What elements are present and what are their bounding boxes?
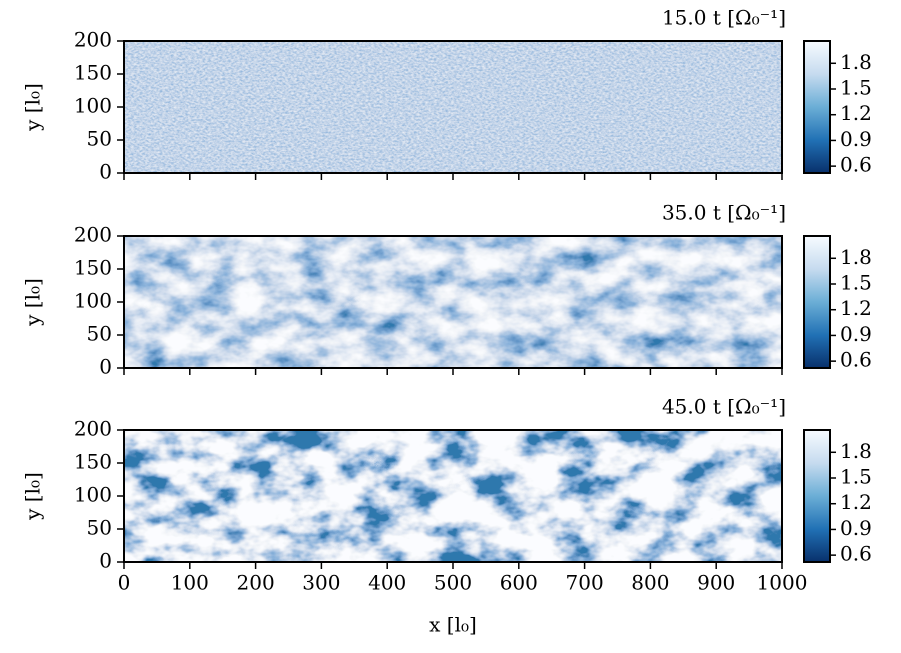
colorbar-tick-label: 1.2 [840, 490, 872, 514]
colorbar-tick-label: 1.8 [840, 50, 872, 74]
y-tick-label: 200 [74, 28, 112, 52]
y-tick-label: 150 [74, 61, 112, 85]
colorbar-tick-label: 1.5 [840, 465, 872, 489]
colorbar-tick-label: 1.8 [840, 439, 872, 463]
y-tick-label: 50 [87, 516, 112, 540]
colorbar-frame [803, 40, 831, 174]
colorbar-tick-label: 0.6 [840, 542, 872, 566]
y-tick-label: 200 [74, 417, 112, 441]
x-tick-label: 600 [500, 571, 538, 595]
y-tick-label: 50 [87, 322, 112, 346]
y-tick-label: 0 [99, 355, 112, 379]
y-tick-label: 150 [74, 256, 112, 280]
colorbar-frame [803, 235, 831, 369]
x-tick-label: 100 [171, 571, 209, 595]
colorbar-tick-label: 0.9 [840, 516, 872, 540]
colorbar [804, 236, 830, 368]
heatmap-field [124, 41, 782, 173]
panel-title: 45.0 t [Ω₀⁻¹] [662, 395, 786, 419]
y-tick-label: 200 [74, 223, 112, 247]
colorbar-tick-label: 0.9 [840, 127, 872, 151]
colorbar-tick-label: 1.2 [840, 101, 872, 125]
x-axis-label: x [l₀] [429, 613, 477, 637]
y-tick-label: 50 [87, 127, 112, 151]
colorbar [804, 41, 830, 173]
panel-title: 35.0 t [Ω₀⁻¹] [662, 201, 786, 225]
y-axis-label: y [l₀] [21, 278, 45, 327]
colorbar [804, 430, 830, 562]
x-tick-label: 900 [697, 571, 735, 595]
y-tick-label: 100 [74, 94, 112, 118]
x-tick-label: 300 [302, 571, 340, 595]
y-tick-label: 0 [99, 160, 112, 184]
y-axis-label: y [l₀] [21, 472, 45, 521]
y-axis-label: y [l₀] [21, 83, 45, 132]
panel-title: 15.0 t [Ω₀⁻¹] [662, 6, 786, 30]
x-tick-label: 1000 [757, 571, 808, 595]
heatmap-field [124, 430, 782, 562]
y-tick-label: 100 [74, 483, 112, 507]
colorbar-tick-label: 1.8 [840, 245, 872, 269]
colorbar-tick-label: 0.9 [840, 322, 872, 346]
y-tick-label: 100 [74, 289, 112, 313]
colorbar-tick-label: 1.2 [840, 296, 872, 320]
y-tick-label: 0 [99, 549, 112, 573]
colorbar-tick-label: 1.5 [840, 76, 872, 100]
x-tick-label: 0 [118, 571, 131, 595]
x-tick-label: 200 [237, 571, 275, 595]
colorbar-frame [803, 429, 831, 563]
colorbar-tick-label: 1.5 [840, 271, 872, 295]
x-tick-label: 500 [434, 571, 472, 595]
colorbar-tick-label: 0.6 [840, 348, 872, 372]
colorbar-tick-label: 0.6 [840, 153, 872, 177]
x-tick-label: 800 [631, 571, 669, 595]
x-tick-label: 700 [566, 571, 604, 595]
x-tick-label: 400 [368, 571, 406, 595]
heatmap-field [124, 236, 782, 368]
y-tick-label: 150 [74, 450, 112, 474]
